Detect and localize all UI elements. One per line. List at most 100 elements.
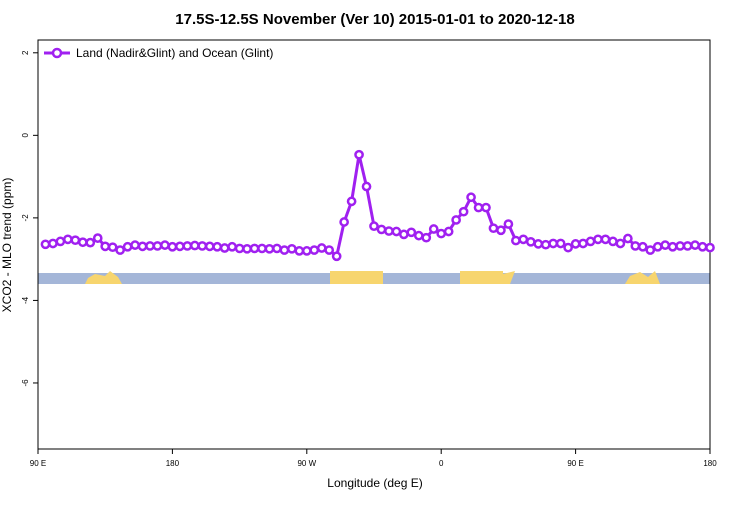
data-point <box>369 221 379 231</box>
data-point <box>70 235 81 246</box>
data-point <box>92 233 103 243</box>
data-point <box>608 236 618 247</box>
y-tick-label: -2 <box>21 214 30 222</box>
y-tick-label: 0 <box>21 133 30 138</box>
data-point <box>48 238 58 249</box>
data-point <box>115 245 125 255</box>
data-point <box>339 217 349 227</box>
data-point <box>40 239 51 250</box>
data-point <box>413 230 424 241</box>
data-point <box>264 243 275 254</box>
data-point <box>384 226 394 236</box>
data-point <box>593 234 603 245</box>
data-point <box>428 224 439 234</box>
data-point <box>346 196 357 207</box>
data-point <box>705 242 715 253</box>
data-point <box>227 241 237 252</box>
data-point <box>578 238 588 249</box>
data-point <box>107 242 118 253</box>
data-point <box>272 243 282 254</box>
data-point <box>525 236 536 247</box>
data-point <box>488 223 499 234</box>
data-point <box>287 243 297 254</box>
data-point <box>152 241 163 251</box>
data-point <box>175 241 185 252</box>
data-point <box>55 236 66 247</box>
legend: Land (Nadir&Glint) and Ocean (Glint) <box>44 46 273 60</box>
data-point <box>496 225 506 236</box>
data-point <box>458 206 469 217</box>
data-point <box>331 251 342 262</box>
x-tick-label: 0 <box>439 459 444 468</box>
data-point <box>167 241 178 252</box>
data-point <box>682 241 693 251</box>
data-point <box>197 241 208 251</box>
data-point <box>301 246 312 256</box>
x-tick-label: 90 W <box>297 459 316 468</box>
data-point <box>309 245 320 255</box>
data-point <box>399 229 409 240</box>
data-point <box>421 232 432 243</box>
data-point <box>690 240 700 250</box>
data-point <box>294 246 305 256</box>
data-point <box>533 239 544 249</box>
x-tick-label: 90 E <box>567 459 583 468</box>
data-point <box>85 237 96 248</box>
data-point <box>645 245 656 255</box>
data-point <box>503 219 514 229</box>
x-tick-label: 90 E <box>30 459 46 468</box>
x-tick-label: 180 <box>166 459 180 468</box>
data-point <box>652 241 663 252</box>
data-point <box>324 245 335 255</box>
data-point <box>481 202 491 213</box>
data-point <box>511 235 521 246</box>
data-point <box>219 243 230 253</box>
data-point <box>660 240 671 250</box>
data-point <box>555 238 566 249</box>
data-point <box>279 245 290 255</box>
data-point <box>697 241 708 252</box>
x-tick-label: 180 <box>703 459 717 468</box>
data-point <box>376 224 387 235</box>
data-point <box>145 241 155 251</box>
data-point <box>182 241 193 251</box>
data-point <box>242 243 252 254</box>
data-point <box>406 227 417 238</box>
data-point <box>160 240 170 250</box>
data-point <box>316 243 327 253</box>
data-point <box>137 241 148 252</box>
data-point <box>436 228 447 239</box>
data-point <box>63 234 73 245</box>
y-axis-label: XCO2 - MLO trend (ppm) <box>0 178 14 313</box>
data-point <box>570 239 581 249</box>
chart-title: 17.5S-12.5S November (Ver 10) 2015-01-01… <box>175 11 574 28</box>
data-point <box>122 241 133 252</box>
data-point <box>443 226 454 237</box>
data-point <box>249 243 260 254</box>
y-tick-label: -6 <box>21 379 30 387</box>
y-tick-label: 2 <box>21 50 30 55</box>
y-tick-label: -4 <box>21 296 30 304</box>
data-point <box>189 240 200 251</box>
data-point <box>451 215 461 225</box>
data-point <box>585 236 596 247</box>
data-point <box>675 241 685 251</box>
data-point <box>548 238 559 249</box>
x-axis-label: Longitude (deg E) <box>327 476 422 490</box>
legend-label: Land (Nadir&Glint) and Ocean (Glint) <box>76 46 273 60</box>
data-point <box>130 240 140 250</box>
data-point <box>354 149 364 160</box>
data-point <box>518 234 529 245</box>
data-point <box>361 181 372 192</box>
data-point <box>667 241 678 252</box>
data-point <box>466 192 476 203</box>
data-point <box>391 226 402 237</box>
data-point <box>540 239 551 250</box>
data-point <box>637 241 648 252</box>
data-point <box>100 241 111 252</box>
data-point <box>473 202 484 213</box>
data-point <box>77 237 88 248</box>
data-point <box>204 241 215 252</box>
data-point <box>630 241 641 251</box>
